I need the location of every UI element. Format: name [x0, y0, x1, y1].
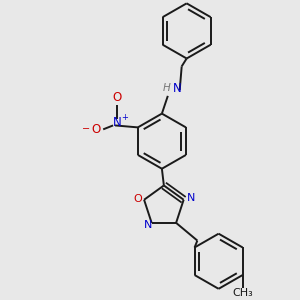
Text: N: N	[173, 82, 182, 94]
Text: CH₃: CH₃	[232, 288, 253, 298]
Text: N: N	[143, 220, 152, 230]
Text: H: H	[163, 83, 171, 93]
Text: O: O	[112, 92, 122, 104]
Text: O: O	[134, 194, 142, 204]
Text: N: N	[113, 116, 122, 129]
Text: N: N	[186, 193, 195, 203]
Text: O: O	[92, 123, 101, 136]
Text: −: −	[82, 124, 90, 134]
Text: +: +	[122, 113, 128, 122]
